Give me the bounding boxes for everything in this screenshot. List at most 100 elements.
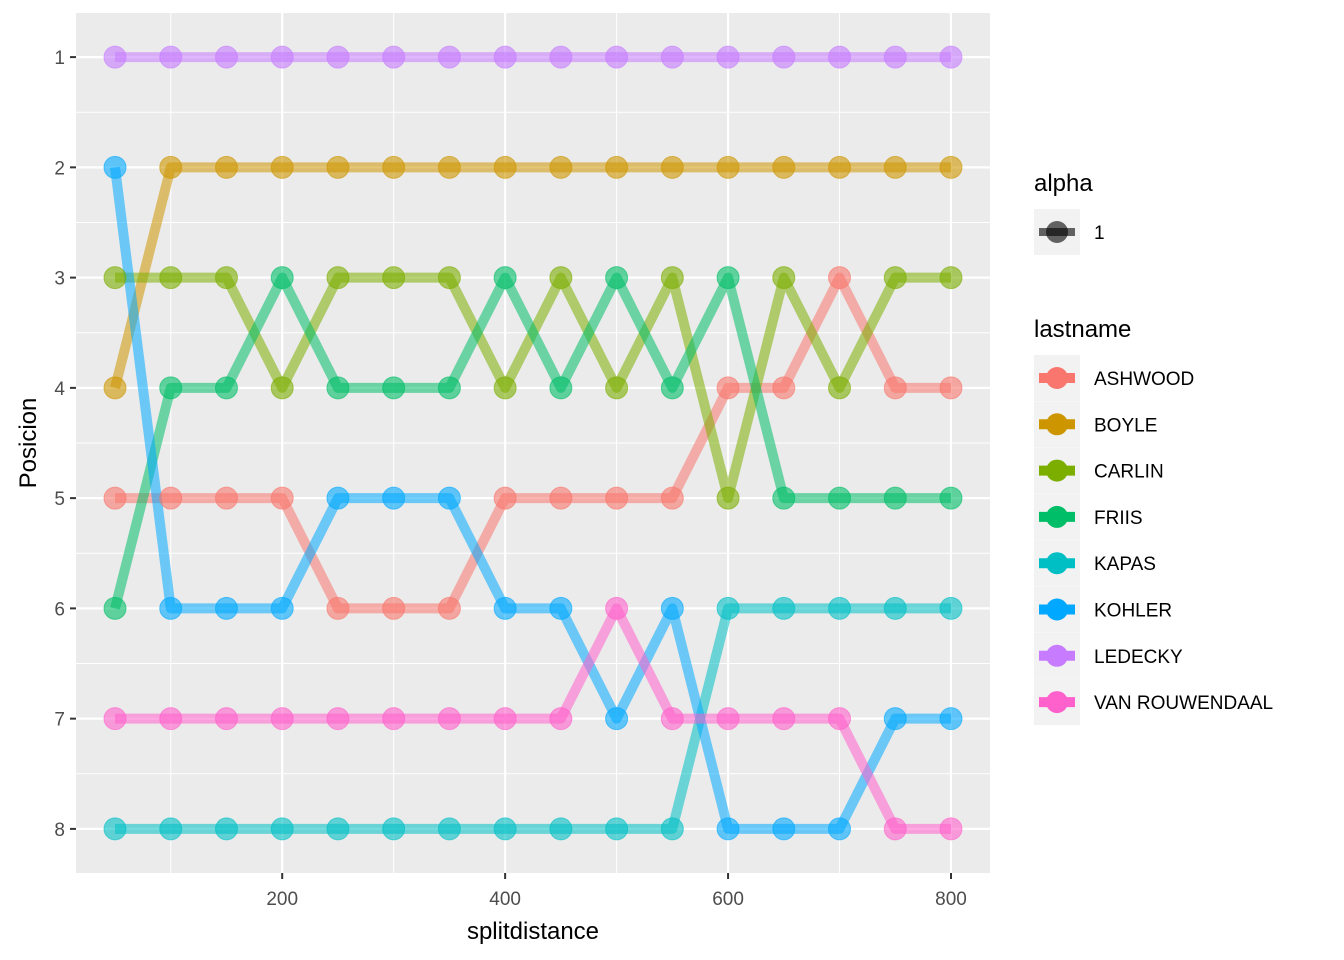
- data-point-kapas: [493, 817, 517, 841]
- legend-key-point-kohler: [1046, 598, 1068, 621]
- data-point-friis: [660, 376, 684, 400]
- data-point-van-rouwendaal: [883, 817, 907, 841]
- data-point-friis: [939, 486, 963, 510]
- data-point-kohler: [939, 707, 963, 731]
- data-point-van-rouwendaal: [660, 707, 684, 731]
- data-point-van-rouwendaal: [772, 707, 796, 731]
- y-axis: 1 2 3 4 5 6 7 8: [54, 48, 76, 841]
- data-point-kapas: [549, 817, 573, 841]
- data-point-kohler: [772, 817, 796, 841]
- legend-items: ASHWOOD BOYLE CARLIN FRIIS KAPAS KOHLER LEDECK…: [1034, 355, 1273, 726]
- data-point-boyle: [772, 155, 796, 179]
- data-point-friis: [270, 266, 294, 290]
- data-point-carlin: [159, 266, 183, 290]
- legend-key-point-carlin: [1046, 459, 1068, 482]
- y-tick-label: 6: [54, 599, 65, 620]
- data-point-friis: [437, 376, 461, 400]
- data-point-boyle: [828, 155, 852, 179]
- data-point-ledecky: [549, 45, 573, 69]
- data-point-kapas: [660, 817, 684, 841]
- data-point-carlin: [437, 266, 461, 290]
- data-point-kohler: [716, 817, 740, 841]
- x-axis-title: splitdistance: [467, 918, 599, 945]
- data-point-van-rouwendaal: [828, 707, 852, 731]
- legend-key-point-friis: [1046, 505, 1068, 528]
- data-point-carlin: [326, 266, 350, 290]
- legend-key-point-kapas: [1046, 552, 1068, 575]
- legend-label-van-rouwendaal: VAN ROUWENDAAL: [1094, 693, 1273, 714]
- data-point-van-rouwendaal: [382, 707, 406, 731]
- data-point-ledecky: [270, 45, 294, 69]
- data-point-ashwood: [159, 486, 183, 510]
- data-point-kapas: [159, 817, 183, 841]
- y-tick-label: 1: [54, 48, 65, 69]
- x-tick-label: 600: [712, 889, 744, 910]
- legend-key-point-boyle: [1046, 413, 1068, 436]
- data-point-ashwood: [437, 596, 461, 620]
- data-point-ledecky: [605, 45, 629, 69]
- data-point-friis: [214, 376, 238, 400]
- data-point-kohler: [828, 817, 852, 841]
- y-axis-title: Posicion: [15, 398, 42, 489]
- data-point-friis: [103, 596, 127, 620]
- data-point-boyle: [270, 155, 294, 179]
- data-point-kohler: [326, 486, 350, 510]
- data-point-kapas: [772, 596, 796, 620]
- legend-label-ashwood: ASHWOOD: [1094, 369, 1194, 390]
- data-point-kapas: [939, 596, 963, 620]
- data-point-friis: [382, 376, 406, 400]
- data-point-van-rouwendaal: [549, 707, 573, 731]
- x-tick-label: 800: [935, 889, 967, 910]
- data-point-van-rouwendaal: [159, 707, 183, 731]
- data-point-kohler: [382, 486, 406, 510]
- legend-label-boyle: BOYLE: [1094, 415, 1157, 436]
- x-axis: 200 400 600 800: [266, 873, 967, 910]
- data-point-carlin: [828, 376, 852, 400]
- data-point-carlin: [493, 376, 517, 400]
- data-point-ashwood: [103, 486, 127, 510]
- data-point-friis: [605, 266, 629, 290]
- data-point-kapas: [103, 817, 127, 841]
- data-point-van-rouwendaal: [214, 707, 238, 731]
- data-point-van-rouwendaal: [437, 707, 461, 731]
- data-point-carlin: [214, 266, 238, 290]
- data-point-boyle: [939, 155, 963, 179]
- data-point-carlin: [605, 376, 629, 400]
- y-tick-label: 8: [54, 820, 65, 841]
- data-point-friis: [716, 266, 740, 290]
- data-point-kapas: [437, 817, 461, 841]
- data-point-ledecky: [214, 45, 238, 69]
- legend-key-point-ledecky: [1046, 644, 1068, 667]
- data-point-carlin: [883, 266, 907, 290]
- series-lines: [110, 52, 951, 834]
- data-point-kohler: [660, 596, 684, 620]
- data-point-boyle: [437, 155, 461, 179]
- data-point-ashwood: [214, 486, 238, 510]
- data-point-kohler: [270, 596, 294, 620]
- data-point-friis: [326, 376, 350, 400]
- data-point-van-rouwendaal: [716, 707, 740, 731]
- series-line-van-rouwendaal: [115, 603, 951, 834]
- data-point-ashwood: [939, 376, 963, 400]
- data-point-van-rouwendaal: [605, 596, 629, 620]
- data-point-friis: [549, 376, 573, 400]
- data-point-friis: [493, 266, 517, 290]
- data-point-ashwood: [828, 266, 852, 290]
- x-tick-label: 400: [489, 889, 521, 910]
- data-point-boyle: [549, 155, 573, 179]
- data-point-kohler: [214, 596, 238, 620]
- data-point-ashwood: [716, 376, 740, 400]
- data-point-boyle: [103, 376, 127, 400]
- data-point-ashwood: [549, 486, 573, 510]
- data-point-kohler: [493, 596, 517, 620]
- legend-label-ledecky: LEDECKY: [1094, 647, 1183, 668]
- data-point-van-rouwendaal: [326, 707, 350, 731]
- data-point-kapas: [828, 596, 852, 620]
- data-point-ledecky: [716, 45, 740, 69]
- data-point-boyle: [214, 155, 238, 179]
- x-tick-label: 200: [266, 889, 298, 910]
- y-tick-label: 7: [54, 710, 65, 731]
- data-point-van-rouwendaal: [493, 707, 517, 731]
- data-point-ashwood: [883, 376, 907, 400]
- y-tick-label: 4: [54, 379, 65, 400]
